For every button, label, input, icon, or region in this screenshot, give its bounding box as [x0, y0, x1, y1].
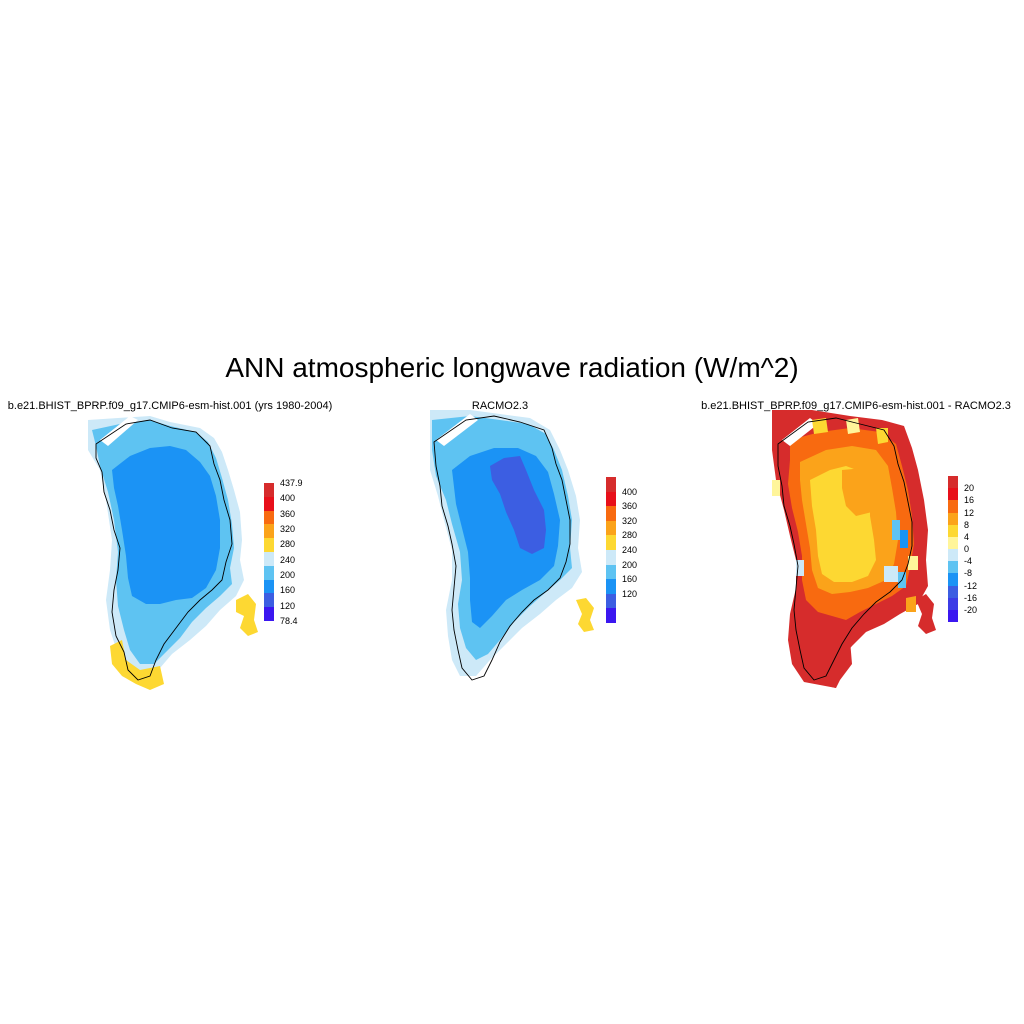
colorbar-swatch — [948, 549, 958, 562]
map-panel-obs — [430, 410, 594, 681]
colorbar-swatch — [606, 506, 616, 522]
colorbar-swatch — [948, 597, 958, 611]
colorbar-label: 0 — [964, 544, 970, 554]
colorbar-swatch — [948, 536, 958, 550]
colorbar-label: 120 — [622, 588, 638, 599]
colorbar-label: -20 — [964, 604, 978, 615]
colorbar-label: 4 — [964, 531, 970, 542]
colorbar-swatch — [264, 524, 274, 539]
colorbar-label: 200 — [622, 559, 638, 570]
coastline-model — [95, 419, 233, 681]
colorbar-swatch — [264, 593, 274, 608]
colorbar-swatch — [606, 564, 616, 580]
colorbar-swatch — [948, 512, 958, 526]
map-panel-diff — [772, 410, 936, 688]
colorbar-label: 437.9 — [280, 478, 303, 488]
colorbar-label: 320 — [280, 524, 296, 534]
colorbar-swatch — [948, 585, 958, 599]
figure-title: ANN atmospheric longwave radiation (W/m^… — [225, 352, 799, 383]
colorbar-swatch — [264, 483, 274, 498]
colorbar-swatch — [606, 520, 616, 536]
colorbar-swatch — [606, 608, 616, 624]
colorbar-swatch — [948, 488, 958, 501]
colorbar-swatch — [948, 524, 958, 538]
colorbar-swatch — [948, 609, 958, 623]
colorbar-label: 12 — [964, 507, 975, 518]
colorbar-swatch — [606, 477, 616, 493]
colorbar-label: 78.4 — [280, 616, 298, 626]
colorbar-label: -16 — [964, 592, 978, 603]
colorbar-label: 20 — [964, 483, 975, 494]
colorbar-label: 400 — [622, 486, 638, 497]
colorbar-swatch — [264, 579, 274, 594]
colorbar-label: 16 — [964, 495, 975, 506]
colorbar-label: 360 — [622, 501, 638, 512]
colorbar-swatch — [264, 607, 274, 622]
colorbar-label: 280 — [622, 530, 638, 541]
colorbar-swatch — [264, 552, 274, 567]
colorbar-swatch — [606, 550, 616, 566]
colorbar-label: -4 — [964, 556, 973, 567]
greenland-field-120-obs — [490, 456, 546, 554]
greenland-field-160 — [112, 446, 220, 604]
greenland-field-280-south — [110, 640, 164, 690]
island-field-280-obs — [576, 598, 594, 632]
colorbar-label: 200 — [280, 570, 296, 580]
map-panel-model — [88, 416, 258, 690]
colorbar-label: 360 — [280, 508, 296, 519]
diff-island — [916, 594, 936, 634]
colorbar-swatch — [606, 579, 616, 595]
colorbar-model: 437.9 400 360 320 280 240 200 160 120 78.4 — [264, 478, 304, 626]
colorbar-swatch — [948, 476, 958, 489]
colorbar-swatch — [948, 573, 958, 586]
colorbar-label: 8 — [964, 519, 970, 530]
colorbar-label: 280 — [280, 539, 296, 550]
colorbar-diff: 20 16 12 8 4 0 -4 -8 -12 -16 -20 — [948, 476, 988, 623]
colorbar-swatch — [264, 496, 274, 512]
colorbar-swatch — [606, 491, 616, 507]
coastline-diff — [777, 417, 913, 681]
colorbar-swatch — [264, 565, 274, 581]
colorbar-swatch — [948, 500, 958, 513]
colorbar-swatch — [606, 593, 616, 609]
colorbar-swatch — [264, 510, 274, 525]
colorbar-label: 240 — [622, 545, 638, 555]
colorbar-label: -12 — [964, 580, 978, 591]
colorbar-label: 240 — [280, 554, 296, 565]
colorbar-label: 120 — [280, 600, 296, 611]
island-field-280 — [236, 594, 258, 636]
colorbar-obs: 400 360 320 280 240 200 160 120 — [606, 477, 646, 624]
colorbar-label: 320 — [622, 515, 638, 526]
colorbar-label: 160 — [280, 585, 296, 596]
panel-title-model: b.e21.BHIST_BPRP.f09_g17.CMIP6-esm-hist.… — [7, 400, 333, 412]
colorbar-swatch — [948, 561, 958, 574]
colorbar-swatch — [264, 538, 274, 553]
coastline-obs — [433, 415, 571, 681]
colorbar-swatch — [606, 535, 616, 551]
panel-title-obs: RACMO2.3 — [471, 400, 529, 412]
diff-field-20-south — [790, 624, 852, 688]
panel-title-diff: b.e21.BHIST_BPRP.f09_g17.CMIP6-esm-hist.… — [701, 400, 1011, 412]
colorbar-label: 400 — [280, 493, 296, 504]
colorbar-label: -8 — [964, 568, 973, 579]
colorbar-label: 160 — [622, 574, 638, 585]
